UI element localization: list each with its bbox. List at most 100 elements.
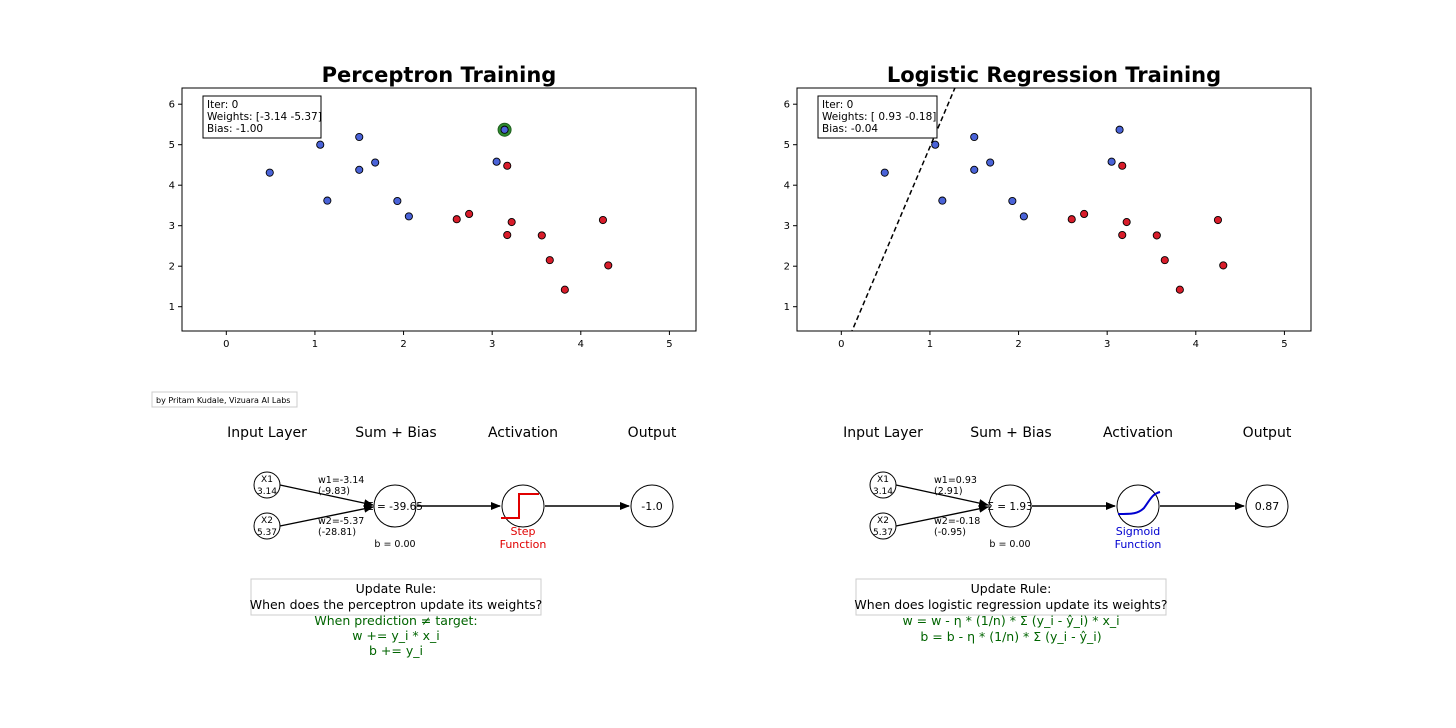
point-class-neg bbox=[970, 165, 979, 174]
update-rule-question: When does logistic regression update its… bbox=[854, 597, 1167, 612]
y-tick-label: 3 bbox=[169, 221, 175, 232]
edge-x1-sum bbox=[279, 484, 374, 508]
point-class-neg bbox=[1008, 196, 1017, 206]
output-value: 0.87 bbox=[1255, 500, 1280, 513]
update-rule-question: When does the perceptron update its weig… bbox=[250, 597, 543, 612]
x-tick-label: 1 bbox=[927, 339, 933, 350]
sum-value: Σ = -39.65 bbox=[367, 501, 423, 513]
point-class-neg bbox=[323, 196, 332, 205]
x1-value: 3.14 bbox=[257, 487, 277, 497]
activation-label-2: Function bbox=[1115, 538, 1162, 551]
point-class-pos bbox=[604, 261, 613, 270]
output-value: -1.0 bbox=[641, 500, 662, 513]
header-activation: Activation bbox=[1103, 425, 1173, 441]
point-class-neg bbox=[355, 165, 364, 174]
logistic-regression-chart: Logistic Regression Training 0 1 2 3 4 5 1 2 3 4 5… bbox=[784, 63, 1312, 350]
x1-name: X1 bbox=[261, 475, 273, 485]
x-tick-label: 2 bbox=[1015, 339, 1021, 350]
input-node-x1: X1 3.14 bbox=[253, 471, 281, 499]
point-class-pos bbox=[465, 209, 474, 219]
update-rule-line-3: b += y_i bbox=[369, 643, 423, 658]
header-sum-bias: Sum + Bias bbox=[970, 425, 1051, 441]
output-node: -1.0 bbox=[630, 484, 674, 528]
activation-node bbox=[1116, 484, 1161, 528]
weight-1-contribution: (-9.83) bbox=[318, 486, 350, 497]
step-function-icon bbox=[501, 493, 539, 519]
header-input-layer: Input Layer bbox=[227, 425, 307, 441]
perceptron-diagram: Input Layer Sum + Bias Activation Output… bbox=[227, 425, 677, 658]
header-activation: Activation bbox=[488, 425, 558, 441]
point-class-neg bbox=[500, 125, 509, 134]
axis-ticks: 0 1 2 3 4 5 1 2 3 4 5 6 bbox=[784, 100, 1288, 350]
sigmoid-function-icon bbox=[1117, 491, 1161, 515]
point-class-pos bbox=[537, 231, 546, 240]
info-box: Iter: 0 Weights: [-3.14 -5.37] Bias: -1.… bbox=[202, 95, 322, 139]
weight-2-contribution: (-28.81) bbox=[318, 527, 356, 538]
output-node: 0.87 bbox=[1245, 484, 1289, 528]
point-class-pos bbox=[1213, 215, 1222, 225]
x-tick-label: 3 bbox=[1104, 339, 1110, 350]
point-class-neg bbox=[880, 168, 889, 177]
update-rule: Update Rule: When does logistic regressi… bbox=[854, 578, 1168, 644]
x-tick-label: 4 bbox=[1193, 339, 1199, 350]
point-class-neg bbox=[355, 132, 364, 142]
x-tick-label: 2 bbox=[400, 339, 406, 350]
x-tick-label: 0 bbox=[223, 339, 229, 350]
credit-label: by Pritam Kudale, Vizuara AI Labs bbox=[151, 391, 298, 408]
bias-label: b = 0.00 bbox=[989, 539, 1030, 550]
y-tick-label: 6 bbox=[784, 100, 790, 111]
y-tick-label: 2 bbox=[784, 262, 790, 273]
point-class-pos bbox=[545, 256, 554, 265]
input-node-x2: X2 5.37 bbox=[869, 512, 897, 540]
edge-x1-sum bbox=[895, 484, 989, 507]
y-tick-label: 3 bbox=[784, 221, 790, 232]
x-tick-label: 1 bbox=[312, 339, 318, 350]
y-tick-label: 5 bbox=[784, 140, 790, 151]
update-rule: Update Rule: When does the perceptron up… bbox=[250, 578, 543, 658]
activation-label-1: Step bbox=[510, 525, 535, 538]
point-class-pos bbox=[1175, 285, 1184, 294]
point-class-pos bbox=[1118, 230, 1127, 240]
point-class-pos bbox=[503, 230, 512, 240]
point-class-neg bbox=[492, 157, 501, 166]
point-class-pos bbox=[1067, 215, 1076, 224]
point-class-neg bbox=[404, 212, 413, 221]
x-tick-label: 4 bbox=[578, 339, 584, 350]
decision-boundary-line bbox=[851, 88, 956, 331]
point-class-pos bbox=[1080, 209, 1089, 219]
x-tick-label: 3 bbox=[489, 339, 495, 350]
point-class-neg bbox=[371, 158, 380, 167]
activation-node bbox=[501, 484, 545, 528]
x-tick-label: 5 bbox=[1281, 339, 1287, 350]
point-class-pos bbox=[1118, 161, 1127, 170]
info-box: Iter: 0 Weights: [ 0.93 -0.18] Bias: -0.… bbox=[817, 95, 938, 139]
axis-ticks: 0 1 2 3 4 5 1 2 3 4 5 6 bbox=[169, 100, 673, 350]
input-node-x2: X2 5.37 bbox=[253, 512, 281, 540]
point-class-neg bbox=[1107, 157, 1116, 166]
activation-label-2: Function bbox=[500, 538, 547, 551]
scatter-points bbox=[265, 122, 613, 294]
point-class-neg bbox=[970, 132, 979, 142]
credit-text: by Pritam Kudale, Vizuara AI Labs bbox=[156, 396, 290, 405]
point-class-neg bbox=[1115, 125, 1124, 134]
weight-1-label: w1=-3.14 bbox=[318, 475, 364, 486]
chart-title: Logistic Regression Training bbox=[887, 63, 1221, 87]
edge-x2-sum bbox=[895, 504, 989, 527]
x2-name: X2 bbox=[261, 516, 273, 526]
weight-2-label: w2=-5.37 bbox=[318, 516, 364, 527]
point-class-neg bbox=[1019, 212, 1028, 221]
weight-2-contribution: (-0.95) bbox=[934, 527, 966, 538]
bias-label: b = 0.00 bbox=[374, 539, 415, 550]
update-rule-line-1: w = w - η * (1/n) * Σ (y_i - ŷ_i) * x_i bbox=[902, 613, 1119, 628]
point-class-pos bbox=[1219, 261, 1228, 270]
point-class-neg bbox=[986, 158, 995, 167]
sum-node: Σ = -39.65 bbox=[367, 484, 423, 528]
y-tick-label: 6 bbox=[169, 100, 175, 111]
scatter-points bbox=[880, 125, 1228, 294]
x1-name: X1 bbox=[877, 475, 889, 485]
point-class-neg bbox=[931, 140, 940, 149]
point-class-pos bbox=[452, 215, 461, 224]
y-tick-label: 2 bbox=[169, 262, 175, 273]
chart-title: Perceptron Training bbox=[322, 63, 557, 87]
